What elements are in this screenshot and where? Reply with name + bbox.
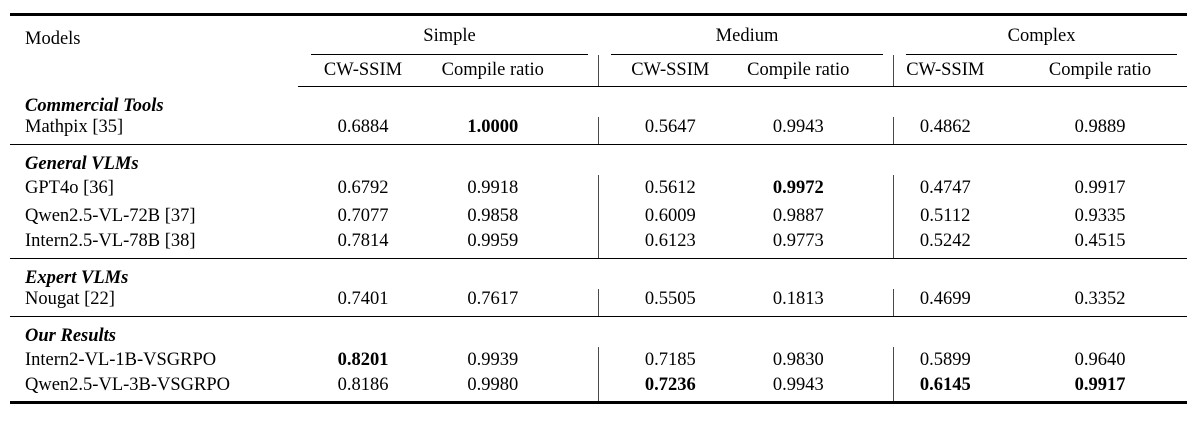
metric-value: 0.9918 xyxy=(467,178,519,199)
section-title: Our Results xyxy=(25,326,116,347)
table-row: Nougat [22] 0.7401 0.7617 0.5505 0.1813 0.469… xyxy=(10,288,1188,317)
metric-value: 0.5899 xyxy=(892,346,1034,375)
model-name: Intern2.5-VL-78B [38] xyxy=(10,230,298,259)
group-label-rule: Complex xyxy=(906,26,1178,55)
group-label-rule: Medium xyxy=(611,26,884,55)
subheader-complex-compile-ratio: Compile ratio xyxy=(1033,54,1188,87)
table-row: Qwen2.5-VL-72B [37] 0.7077 0.9858 0.6009 0.9… xyxy=(10,202,1187,231)
table-row: GPT4o [36] 0.6792 0.9918 0.5612 0.9972 0.4747… xyxy=(10,174,1187,203)
model-name: Qwen2.5-VL-3B-VSGRPO xyxy=(10,374,298,403)
subheader-simple-compile-ratio: Compile ratio xyxy=(428,54,599,87)
table-section: Commercial Tools Mathpix [35] 0.6884 1.0000… xyxy=(10,87,1188,145)
metric-value: 0.9335 xyxy=(1074,206,1126,227)
model-name: Qwen2.5-VL-72B [37] xyxy=(25,206,196,227)
section-title: General VLMs xyxy=(25,154,139,175)
group-header-row: Models Simple Medium Complex xyxy=(10,15,1187,55)
metric-value: 0.7236 xyxy=(597,374,743,403)
section-title-row: General VLMs xyxy=(10,145,1187,175)
metric-value: 0.9939 xyxy=(467,350,519,371)
metric-subheader-row: CW-SSIM Compile ratio CW-SSIM Compile ra… xyxy=(10,54,1188,87)
metric-value: 0.8201 xyxy=(337,350,389,371)
metric-value: 0.9980 xyxy=(428,374,599,403)
group-label: Complex xyxy=(1007,26,1076,47)
metric-value: 0.5647 xyxy=(597,116,743,145)
metric-value: 0.7077 xyxy=(337,206,389,227)
metric-value: 0.7185 xyxy=(597,346,743,375)
metric-value: 0.9943 xyxy=(742,116,894,145)
metric-value: 0.5612 xyxy=(597,174,743,203)
metric-value: 0.7814 xyxy=(298,230,428,259)
table-row: Intern2.5-VL-78B [38] 0.7814 0.9959 0.6123 0… xyxy=(10,230,1188,259)
metric-value: 0.4515 xyxy=(1033,230,1188,259)
table-section: Expert VLMs Nougat [22] 0.7401 0.7617 0.5505… xyxy=(10,259,1188,317)
table-section: General VLMs GPT4o [36] 0.6792 0.9918 0.5612… xyxy=(10,145,1188,259)
metric-value: 0.9943 xyxy=(742,374,894,403)
subheader-medium-compile-ratio: Compile ratio xyxy=(742,54,894,87)
metric-value: 0.3352 xyxy=(1033,288,1188,317)
metric-value: 0.7617 xyxy=(428,288,599,317)
section-title: Expert VLMs xyxy=(25,268,129,289)
metric-value: 0.4862 xyxy=(892,116,1034,145)
metric-value: 1.0000 xyxy=(428,116,599,145)
group-label: Medium xyxy=(715,26,779,47)
metric-value: 0.8186 xyxy=(298,374,428,403)
metric-value: 0.9858 xyxy=(467,206,519,227)
results-table: Models Simple Medium Complex xyxy=(10,13,1188,404)
table-row: Intern2-VL-1B-VSGRPO 0.8201 0.9939 0.7185 0.… xyxy=(10,346,1187,375)
model-name: Nougat [22] xyxy=(10,288,298,317)
metric-value: 0.9640 xyxy=(1074,350,1126,371)
metric-value: 0.6009 xyxy=(597,202,743,231)
group-label: Simple xyxy=(423,26,476,47)
metric-value: 0.9887 xyxy=(772,206,824,227)
group-label-rule: Simple xyxy=(311,26,589,55)
section-title: Commercial Tools xyxy=(25,96,164,117)
group-header-complex: Complex xyxy=(893,15,1187,55)
metric-value: 0.6884 xyxy=(298,116,428,145)
group-header-simple: Simple xyxy=(298,15,598,55)
metric-value: 0.5242 xyxy=(892,230,1034,259)
metric-value: 0.9917 xyxy=(1033,374,1188,403)
table-row: Qwen2.5-VL-3B-VSGRPO 0.8186 0.9980 0.7236 0.… xyxy=(10,374,1188,403)
model-name: GPT4o [36] xyxy=(25,178,114,199)
subheader-complex-cwssim: CW-SSIM xyxy=(892,54,1034,87)
metric-value: 0.6792 xyxy=(337,178,389,199)
table-header: Models Simple Medium Complex xyxy=(10,15,1188,87)
table-row: Mathpix [35] 0.6884 1.0000 0.5647 0.9943 0.48… xyxy=(10,116,1188,145)
metric-value: 0.6145 xyxy=(892,374,1034,403)
metric-value: 0.9959 xyxy=(428,230,599,259)
model-name: Intern2-VL-1B-VSGRPO xyxy=(25,350,217,371)
model-name: Mathpix [35] xyxy=(10,116,298,145)
section-title-row: Expert VLMs xyxy=(10,259,1187,289)
metric-value: 0.1813 xyxy=(742,288,894,317)
metric-value: 0.4699 xyxy=(892,288,1034,317)
group-header-medium: Medium xyxy=(598,15,893,55)
metric-value: 0.7401 xyxy=(298,288,428,317)
section-title-row: Commercial Tools xyxy=(10,87,1187,117)
metric-value: 0.5112 xyxy=(892,202,1034,231)
metric-value: 0.4747 xyxy=(892,174,1034,203)
metric-value: 0.6123 xyxy=(597,230,743,259)
metric-value: 0.9773 xyxy=(742,230,894,259)
metric-value: 0.9889 xyxy=(1033,116,1188,145)
metric-value: 0.5505 xyxy=(597,288,743,317)
metric-value: 0.9830 xyxy=(772,350,824,371)
subheader-simple-cwssim: CW-SSIM xyxy=(298,54,428,87)
section-title-row: Our Results xyxy=(10,317,1187,347)
table-section: Our Results Intern2-VL-1B-VSGRPO 0.8201 0.9… xyxy=(10,317,1188,403)
subheader-medium-cwssim: CW-SSIM xyxy=(597,54,743,87)
metric-value: 0.9972 xyxy=(772,178,824,199)
models-column-header: Models xyxy=(25,29,81,50)
metric-value: 0.9917 xyxy=(1074,178,1126,199)
